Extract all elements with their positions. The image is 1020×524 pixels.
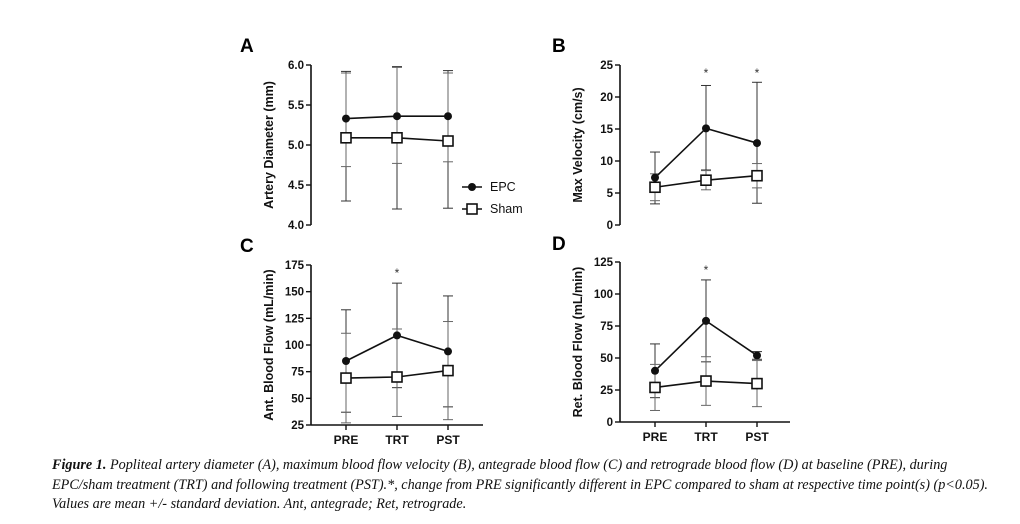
y-tick-label: 25 (600, 60, 613, 72)
data-point-sham (700, 375, 712, 387)
significance-asterisk: * (395, 266, 400, 280)
significance-asterisk: * (755, 66, 760, 80)
y-axis-label: Artery Diameter (mm) (262, 81, 276, 209)
legend-item-sham: Sham (462, 202, 523, 216)
panel-d: D 0 25 50 75 100 125 Ret. Blood Flow (mL/min) PR… (552, 234, 790, 444)
y-tick-label: 5.0 (288, 140, 304, 152)
data-point-epc (651, 366, 659, 375)
y-tick-label: 125 (285, 313, 305, 325)
data-point-epc (393, 112, 401, 121)
y-tick-label: 125 (594, 257, 614, 269)
data-point-sham (340, 372, 352, 384)
panel-a: A 4.0 4.5 5.0 5.5 6.0 Artery Diameter (mm) (240, 36, 454, 232)
data-point-sham (442, 364, 454, 377)
x-tick-label: PST (745, 430, 769, 444)
y-tick-label: 50 (291, 393, 304, 405)
panel-b: B 0 5 10 15 20 25 Max Velocity (cm/s) * * (552, 36, 763, 232)
legend-marker-open-square (466, 203, 478, 215)
legend-item-epc: EPC (462, 180, 516, 194)
y-tick-label: 5 (607, 188, 614, 200)
data-point-epc (753, 351, 761, 360)
y-tick-label: 75 (291, 367, 304, 379)
y-axis-label: Ret. Blood Flow (mL/min) (571, 267, 585, 418)
data-point-epc (342, 114, 350, 123)
panel-letter: D (552, 234, 566, 255)
y-tick-label: 25 (600, 385, 613, 397)
legend-marker-filled-circle (468, 183, 476, 191)
x-tick-label: TRT (385, 433, 409, 447)
data-point-sham (751, 169, 763, 182)
y-tick-label: 0 (607, 417, 613, 429)
legend-label: Sham (490, 202, 523, 216)
panel-letter: B (552, 36, 566, 57)
data-point-sham (442, 135, 454, 147)
data-point-epc (753, 139, 761, 148)
y-tick-label: 6.0 (288, 60, 304, 72)
data-point-epc (444, 347, 452, 356)
data-point-sham (649, 381, 661, 394)
significance-asterisk: * (704, 263, 709, 277)
x-tick-label: TRT (694, 430, 718, 444)
figure-caption: Figure 1. Popliteal artery diameter (A),… (52, 457, 988, 512)
data-point-sham (700, 174, 712, 186)
y-tick-label: 100 (285, 340, 304, 352)
data-point-sham (391, 132, 403, 144)
x-tick-label: PRE (643, 430, 668, 444)
panel-letter: A (240, 36, 254, 57)
legend-label: EPC (490, 180, 516, 194)
y-tick-label: 10 (600, 156, 613, 168)
y-tick-label: 4.0 (288, 220, 304, 232)
y-tick-label: 50 (600, 353, 613, 365)
data-point-epc (651, 173, 659, 182)
data-point-epc (342, 357, 350, 365)
panel-c: C 25 50 75 100 125 150 175 Ant. Blood Flow (mL/m… (240, 236, 483, 447)
figure: A 4.0 4.5 5.0 5.5 6.0 Artery Diameter (mm) B 0 5 1… (240, 36, 790, 447)
y-tick-label: 4.5 (288, 180, 305, 192)
legend: EPC Sham (462, 180, 523, 216)
y-tick-label: 25 (291, 420, 304, 432)
y-tick-label: 75 (600, 321, 613, 333)
data-point-epc (393, 331, 401, 340)
y-tick-label: 0 (607, 220, 613, 232)
significance-asterisk: * (704, 66, 709, 80)
y-axis-label: Max Velocity (cm/s) (571, 87, 585, 202)
data-point-sham (391, 371, 403, 383)
data-point-epc (702, 124, 710, 133)
y-tick-label: 100 (594, 289, 613, 301)
y-tick-label: 5.5 (288, 100, 305, 112)
y-tick-label: 15 (600, 124, 613, 136)
y-axis-label: Ant. Blood Flow (mL/min) (262, 269, 276, 420)
data-point-sham (340, 132, 352, 144)
figure-label: Figure 1. (52, 457, 107, 473)
y-tick-label: 175 (285, 260, 305, 272)
data-point-epc (702, 316, 710, 325)
data-point-epc (444, 112, 452, 121)
y-tick-label: 150 (285, 287, 304, 299)
x-tick-label: PRE (334, 433, 359, 447)
y-tick-label: 20 (600, 92, 613, 104)
panel-letter: C (240, 236, 254, 257)
x-tick-label: PST (436, 433, 460, 447)
data-point-sham (751, 377, 763, 390)
data-point-sham (649, 181, 661, 194)
